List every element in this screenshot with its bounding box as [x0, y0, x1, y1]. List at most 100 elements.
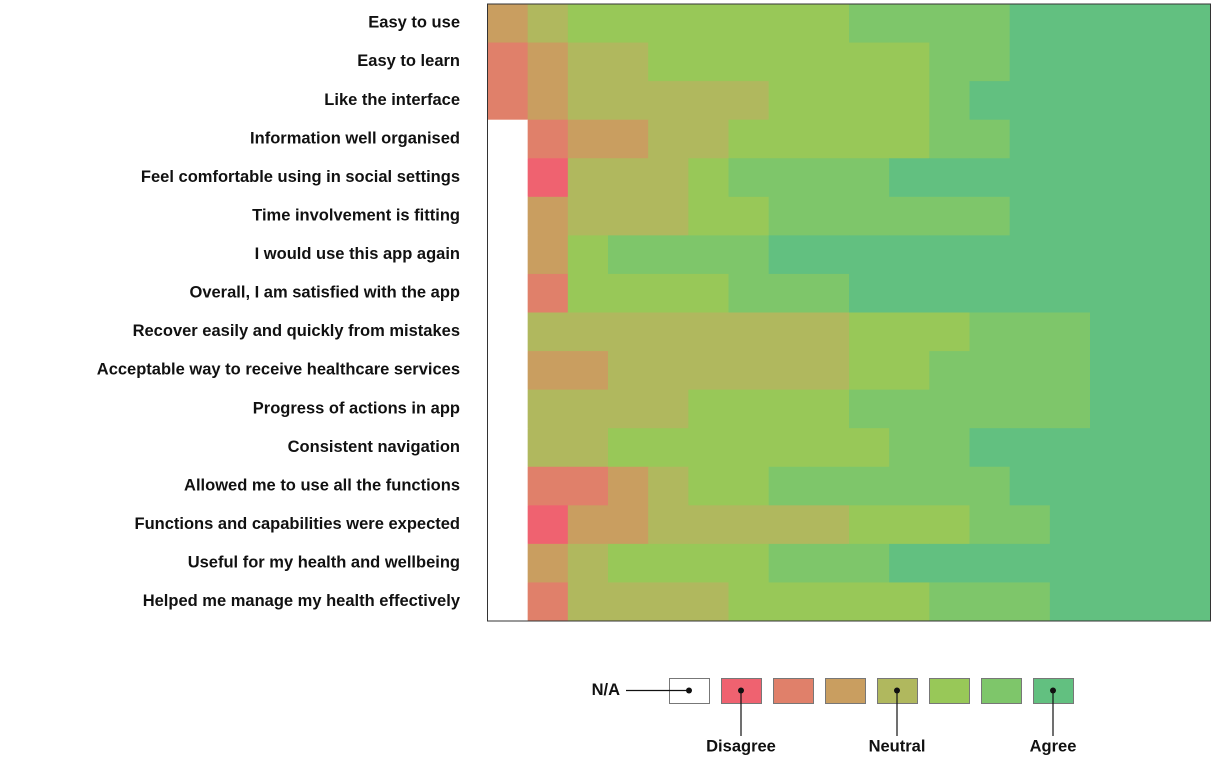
cell: [808, 235, 850, 275]
cell: [567, 81, 609, 121]
cell: [889, 81, 930, 121]
cell: [1130, 196, 1171, 236]
cell: [728, 543, 770, 583]
cell: [567, 273, 609, 313]
legend-swatch: [929, 678, 970, 704]
cell: [728, 42, 770, 82]
cell: [688, 543, 729, 583]
cell: [567, 158, 609, 198]
cell: [487, 158, 529, 198]
cell: [1170, 543, 1211, 583]
cell: [648, 42, 689, 82]
cell: [808, 582, 850, 622]
cell: [1130, 582, 1171, 622]
cell: [728, 312, 770, 352]
cell: [1130, 158, 1171, 198]
cell: [567, 119, 609, 159]
cell: [929, 351, 970, 391]
cell: [567, 196, 609, 236]
row-label: Functions and capabilities were expected: [134, 515, 460, 533]
cell: [527, 235, 569, 275]
cell: [1049, 119, 1091, 159]
cell: [808, 4, 850, 44]
cell: [608, 312, 649, 352]
cell: [849, 428, 890, 468]
row-label: Useful for my health and wellbeing: [188, 554, 460, 572]
cell: [768, 42, 810, 82]
cell: [768, 119, 810, 159]
cell: [648, 235, 689, 275]
cell: [1049, 158, 1091, 198]
cell: [929, 4, 970, 44]
cell: [1090, 466, 1131, 506]
cell: [567, 428, 609, 468]
cell: [1170, 312, 1211, 352]
cell: [889, 351, 930, 391]
cell: [849, 235, 890, 275]
cell: [969, 543, 1011, 583]
cell: [1049, 505, 1091, 545]
cell: [969, 505, 1011, 545]
cell: [929, 466, 970, 506]
row-label: Time involvement is fitting: [252, 206, 460, 224]
cell: [1090, 582, 1131, 622]
cell: [1009, 466, 1051, 506]
cell: [889, 428, 930, 468]
cell: [648, 428, 689, 468]
cell: [1170, 196, 1211, 236]
cell: [688, 158, 729, 198]
cell: [567, 466, 609, 506]
cell: [1170, 42, 1211, 82]
cell: [688, 81, 729, 121]
cell: [648, 543, 689, 583]
cell: [1009, 582, 1051, 622]
cell: [1049, 428, 1091, 468]
cell: [527, 273, 569, 313]
cell: [1090, 312, 1131, 352]
cell: [1009, 196, 1051, 236]
cell: [527, 119, 569, 159]
cell: [889, 505, 930, 545]
cell: [1090, 196, 1131, 236]
cell: [929, 196, 970, 236]
cell: [1049, 235, 1091, 275]
cell: [929, 312, 970, 352]
cell: [1090, 273, 1131, 313]
cell: [487, 119, 529, 159]
cell: [929, 158, 970, 198]
cell: [929, 81, 970, 121]
cell: [849, 196, 890, 236]
cell: [1090, 119, 1131, 159]
cell: [889, 273, 930, 313]
cell: [1130, 351, 1171, 391]
cell: [1170, 389, 1211, 429]
cell: [728, 351, 770, 391]
cell: [608, 351, 649, 391]
row-label: Information well organised: [250, 129, 460, 147]
cell: [527, 81, 569, 121]
cell: [1049, 4, 1091, 44]
cell: [768, 4, 810, 44]
cell: [808, 505, 850, 545]
cell: [808, 466, 850, 506]
cell: [808, 119, 850, 159]
cell: [688, 235, 729, 275]
cell: [648, 158, 689, 198]
cell: [688, 389, 729, 429]
cell: [969, 119, 1011, 159]
cell: [849, 466, 890, 506]
cell: [608, 4, 649, 44]
cell: [728, 235, 770, 275]
cell: [808, 389, 850, 429]
cell: [969, 81, 1011, 121]
cell: [969, 158, 1011, 198]
cell: [969, 428, 1011, 468]
cell: [728, 505, 770, 545]
cell: [889, 235, 930, 275]
cell: [487, 543, 529, 583]
cell: [1009, 235, 1051, 275]
cell: [768, 81, 810, 121]
cell: [768, 196, 810, 236]
cell: [889, 582, 930, 622]
